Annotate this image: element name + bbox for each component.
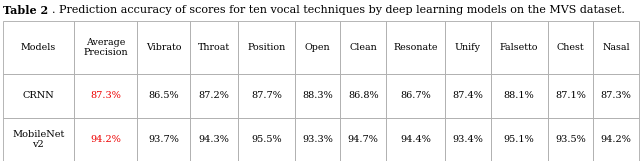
Text: 88.3%: 88.3% — [302, 91, 333, 100]
Bar — [238, 21, 295, 74]
Bar — [593, 74, 639, 118]
Text: 94.3%: 94.3% — [198, 135, 229, 144]
Bar — [137, 74, 189, 118]
Text: Position: Position — [247, 43, 285, 52]
Text: 93.7%: 93.7% — [148, 135, 179, 144]
Text: 87.7%: 87.7% — [251, 91, 282, 100]
Text: Chest: Chest — [557, 43, 584, 52]
Text: 87.2%: 87.2% — [198, 91, 229, 100]
Bar — [74, 74, 137, 118]
Text: 94.2%: 94.2% — [90, 135, 121, 144]
Text: 94.7%: 94.7% — [348, 135, 379, 144]
Text: Table 2: Table 2 — [3, 5, 49, 16]
Text: 87.4%: 87.4% — [452, 91, 483, 100]
Text: Throat: Throat — [198, 43, 230, 52]
Text: 87.1%: 87.1% — [555, 91, 586, 100]
Bar — [445, 118, 491, 161]
Text: 87.3%: 87.3% — [90, 91, 121, 100]
Text: 94.4%: 94.4% — [400, 135, 431, 144]
Bar — [593, 118, 639, 161]
Text: Average
Precision: Average Precision — [83, 38, 128, 57]
Bar — [3, 118, 74, 161]
Bar — [238, 74, 295, 118]
Bar — [386, 21, 445, 74]
Bar — [3, 74, 74, 118]
Bar — [74, 21, 137, 74]
Text: Nasal: Nasal — [602, 43, 630, 52]
Text: 87.3%: 87.3% — [600, 91, 632, 100]
Bar — [295, 21, 340, 74]
Text: Falsetto: Falsetto — [500, 43, 538, 52]
Bar — [238, 118, 295, 161]
Text: Clean: Clean — [349, 43, 377, 52]
Text: CRNN: CRNN — [22, 91, 54, 100]
Text: 95.1%: 95.1% — [504, 135, 534, 144]
Bar — [386, 74, 445, 118]
Bar — [491, 74, 548, 118]
Text: 93.3%: 93.3% — [302, 135, 333, 144]
Bar — [3, 21, 74, 74]
Bar — [548, 21, 593, 74]
Bar — [593, 21, 639, 74]
Bar — [74, 118, 137, 161]
Text: 93.5%: 93.5% — [555, 135, 586, 144]
Text: MobileNet
v2: MobileNet v2 — [12, 130, 65, 149]
Text: 86.8%: 86.8% — [348, 91, 378, 100]
Bar — [548, 74, 593, 118]
Bar — [189, 21, 238, 74]
Text: Unify: Unify — [455, 43, 481, 52]
Bar — [445, 74, 491, 118]
Bar — [295, 118, 340, 161]
Text: 88.1%: 88.1% — [504, 91, 534, 100]
Text: 93.4%: 93.4% — [452, 135, 483, 144]
Text: 94.2%: 94.2% — [600, 135, 632, 144]
Bar — [137, 21, 189, 74]
Bar — [295, 74, 340, 118]
Text: 86.5%: 86.5% — [148, 91, 179, 100]
Text: 95.5%: 95.5% — [251, 135, 282, 144]
Text: 86.7%: 86.7% — [400, 91, 431, 100]
Bar — [189, 118, 238, 161]
Bar — [340, 21, 386, 74]
Bar — [340, 118, 386, 161]
Text: Models: Models — [20, 43, 56, 52]
Bar — [445, 21, 491, 74]
Text: Open: Open — [305, 43, 330, 52]
Text: . Prediction accuracy of scores for ten vocal techniques by deep learning models: . Prediction accuracy of scores for ten … — [52, 5, 625, 15]
Bar — [491, 21, 548, 74]
Bar — [386, 118, 445, 161]
Bar — [491, 118, 548, 161]
Bar — [137, 118, 189, 161]
Text: Resonate: Resonate — [393, 43, 438, 52]
Bar — [189, 74, 238, 118]
Text: Vibrato: Vibrato — [146, 43, 181, 52]
Bar — [340, 74, 386, 118]
Bar — [548, 118, 593, 161]
